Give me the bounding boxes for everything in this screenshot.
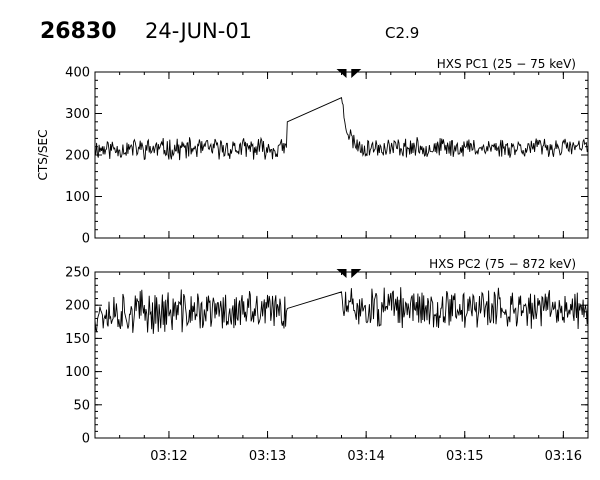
x-tick-label: 03:13	[249, 449, 286, 464]
event-marker	[351, 69, 362, 78]
series-line	[94, 97, 589, 161]
flare-class: C2.9	[385, 24, 419, 42]
x-tick-label: 03:15	[446, 449, 483, 464]
y-axis-title: CTS/SEC	[36, 130, 50, 181]
event-id: 26830	[40, 19, 117, 44]
date-label: 24-JUN-01	[145, 19, 252, 43]
y-tick-label: 400	[65, 66, 90, 81]
y-tick-label: 0	[82, 232, 90, 247]
y-tick-label: 250	[65, 266, 90, 281]
y-tick-label: 100	[65, 365, 90, 380]
panel-title: HXS PC2 (75 − 872 keV)	[429, 257, 576, 271]
panel-pc2: HXS PC2 (75 − 872 keV) 0 50 100 150 200 250 03:…	[65, 257, 589, 464]
x-tick-label: 03:12	[150, 449, 187, 464]
series-line	[94, 287, 589, 334]
y-tick-label: 200	[65, 299, 90, 314]
y-tick-label: 300	[65, 107, 90, 122]
panel-pc1: HXS PC1 (25 − 75 keV) 0 100 200 300 400 CTS/SE…	[36, 57, 589, 247]
y-tick-label: 150	[65, 332, 90, 347]
y-tick-label: 50	[73, 398, 90, 413]
y-tick-label: 100	[65, 190, 90, 205]
x-tick-label: 03:14	[347, 449, 384, 464]
y-tick-label: 200	[65, 149, 90, 164]
event-marker	[336, 269, 347, 278]
plot-frame	[94, 271, 589, 439]
x-tick-label: 03:16	[545, 449, 582, 464]
event-marker	[351, 269, 362, 278]
y-tick-label: 0	[82, 432, 90, 447]
event-marker	[336, 69, 347, 78]
panel-title: HXS PC1 (25 − 75 keV)	[437, 57, 576, 71]
